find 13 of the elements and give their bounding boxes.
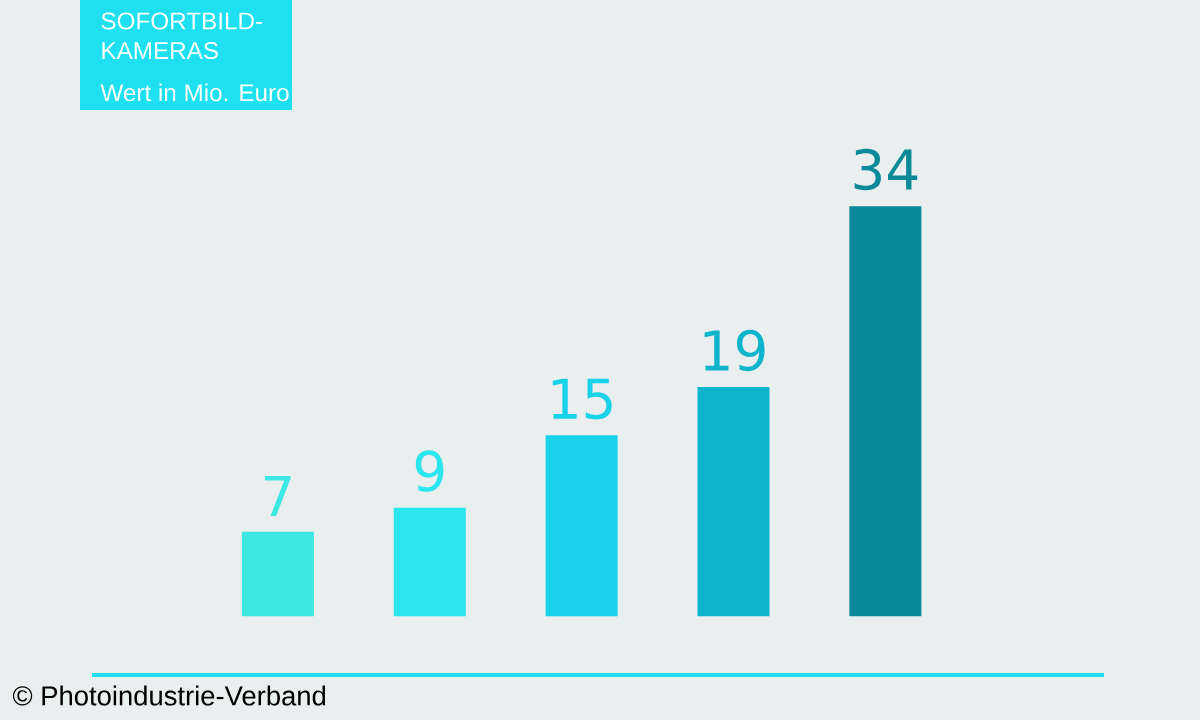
bar [241, 531, 314, 617]
bar [849, 206, 922, 617]
chart-subtitle: Wert in Mio. Euro [100, 83, 289, 102]
text: © Photoindustrie-Verband [12, 685, 326, 706]
data-label: 9 [415, 450, 444, 492]
bar [393, 507, 466, 617]
bar [697, 387, 770, 617]
data-label: 19 [704, 329, 765, 372]
data-label: 34 [854, 148, 918, 191]
data-label: 15 [552, 378, 612, 420]
chart-title: SOFORTBILD-KAMERAS [101, 12, 263, 60]
data-label: 7 [264, 475, 291, 516]
bar [545, 435, 618, 617]
